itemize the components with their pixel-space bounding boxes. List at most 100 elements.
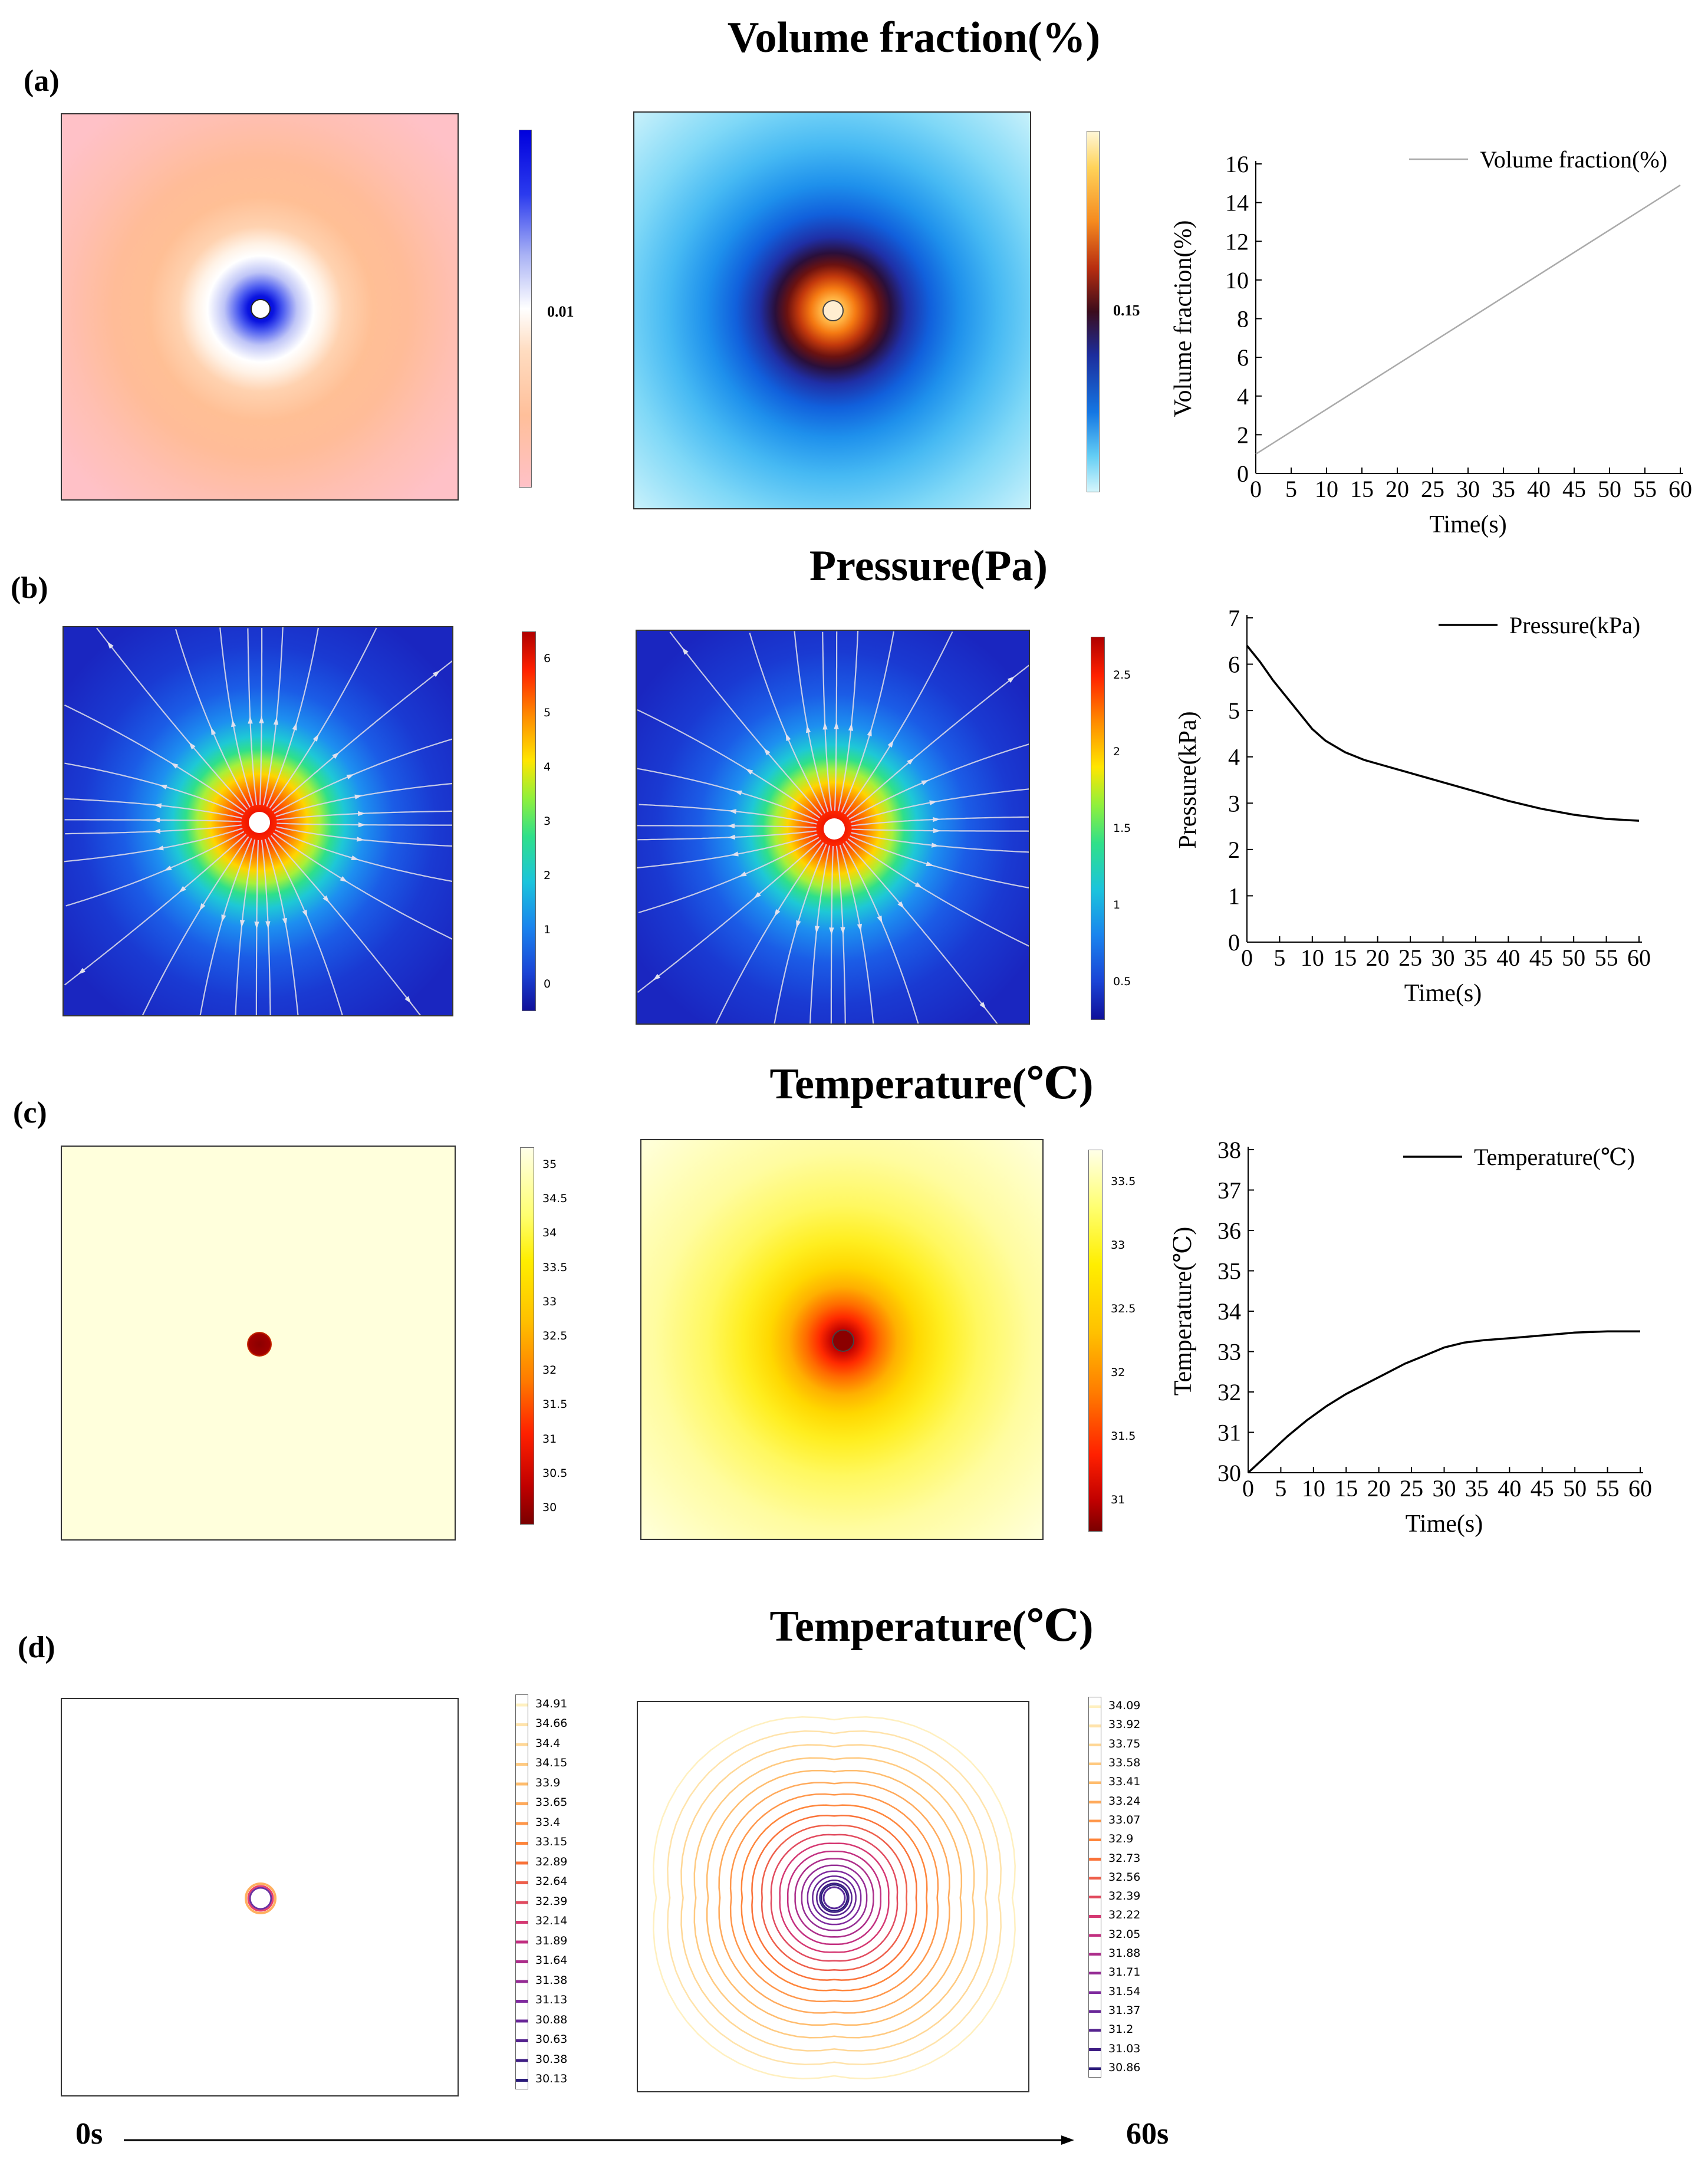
legend-label: 34.66 [535, 1717, 568, 1730]
x-tick-label: 10 [1301, 944, 1324, 971]
legend-label: 32.64 [535, 1875, 568, 1888]
colorbar-tick: 2 [1113, 745, 1121, 758]
streamline-arrow [340, 876, 348, 883]
colorbar-tick: 33.5 [1111, 1175, 1136, 1188]
y-tick-label: 31 [1217, 1420, 1241, 1446]
streamline-arrow [210, 727, 216, 735]
series-line [1246, 645, 1640, 822]
velocity-streamlines [64, 627, 452, 1015]
streamline [64, 828, 243, 863]
legend-label: 32.56 [1108, 1870, 1141, 1884]
legend-label: 32.39 [535, 1894, 568, 1908]
y-tick-label: 6 [1228, 651, 1240, 678]
legend-label: 31.89 [535, 1934, 568, 1947]
heat-source [247, 1332, 272, 1357]
isotherm-contours-60s [653, 1716, 1016, 2079]
y-axis-label: Temperature(℃) [1173, 1227, 1197, 1396]
panel-label-a: (a) [24, 64, 60, 98]
pore-hole [824, 818, 845, 840]
legend-label: 31.71 [1108, 1966, 1141, 1979]
streamline-arrow [153, 828, 160, 834]
streamline-arrow [292, 722, 297, 730]
x-tick-label: 55 [1596, 1475, 1620, 1502]
x-tick-label: 35 [1465, 1475, 1489, 1502]
streamline-arrow [152, 817, 160, 823]
title-temperature-c: Temperature(℃) [769, 1060, 1094, 1108]
streamline [141, 836, 249, 1015]
legend-frame [515, 1694, 528, 2089]
x-tick-label: 30 [1456, 476, 1480, 502]
legend-label: 31.37 [1108, 2003, 1141, 2017]
x-tick-label: 25 [1398, 944, 1422, 971]
streamline [850, 788, 1029, 823]
streamline [715, 842, 824, 1023]
isotherm-line [807, 1870, 862, 1926]
streamline-arrow [867, 728, 872, 737]
legend-label: 34.15 [535, 1756, 568, 1770]
volume-fraction-colorbar-0s [519, 130, 532, 488]
x-tick-label: 0 [1250, 476, 1262, 502]
streamline [850, 835, 1029, 888]
streamline [235, 839, 256, 1015]
streamline-arrow [829, 927, 834, 935]
legend-label: 32.22 [1108, 1908, 1141, 1922]
x-tick-label: 35 [1492, 476, 1515, 502]
streamline [845, 841, 998, 1023]
streamline [64, 705, 246, 812]
streamline [637, 830, 817, 841]
y-tick-label: 0 [1228, 929, 1240, 956]
streamline-arrow [259, 716, 264, 723]
legend-label: 31.54 [1108, 1984, 1141, 1998]
pressure-colorbar-ticks-60s: 2.5 2 1.5 1 0.5 [1113, 637, 1148, 1020]
streamline-arrow [653, 973, 661, 980]
streamline-arrow [358, 822, 366, 828]
colorbar-tick: 32 [542, 1364, 557, 1377]
isotherm-line [729, 1793, 939, 2003]
pore-hole [251, 299, 271, 319]
legend-label: 31.38 [535, 1973, 568, 1987]
streamline-arrow [729, 809, 737, 814]
colorbar-tick: 33 [542, 1295, 557, 1308]
streamline-arrow [745, 768, 753, 775]
colorbar-tick: 5 [544, 706, 551, 719]
streamline [638, 837, 820, 914]
streamline-arrow [840, 927, 845, 935]
colorbar-tick: 33 [1111, 1239, 1125, 1252]
temperature-colorbar-0s [520, 1147, 534, 1525]
legend-label: 34.09 [1108, 1699, 1141, 1713]
colorbar-tick: 30 [542, 1500, 557, 1514]
streamline-arrow [796, 920, 801, 929]
x-tick-label: 45 [1562, 476, 1586, 502]
colorbar-tick: 34.5 [542, 1192, 568, 1206]
streamline-arrow [877, 915, 883, 924]
colorbar-tick: 34 [542, 1226, 557, 1240]
x-tick-label: 55 [1633, 476, 1657, 502]
isotherm-contours-0s [245, 1882, 277, 1914]
streamline [261, 840, 271, 1015]
streamline-arrow [730, 851, 739, 857]
y-tick-label: 30 [1217, 1460, 1241, 1486]
x-axis-label: Time(s) [1406, 1510, 1483, 1538]
streamline [175, 628, 251, 808]
legend-label: 34.91 [535, 1697, 568, 1710]
x-tick-label: 60 [1628, 1475, 1652, 1502]
streamline [64, 762, 243, 816]
legend-label: 32.89 [535, 1855, 568, 1868]
x-tick-label: 0 [1241, 944, 1253, 971]
streamline [846, 664, 1029, 817]
isotherm-map-0s [61, 1698, 459, 2096]
legend-label: 30.86 [1108, 2061, 1141, 2074]
streamline-arrow [931, 842, 939, 848]
streamline-arrow [356, 837, 364, 842]
legend-label: 33.58 [1108, 1756, 1141, 1770]
streamline [639, 804, 817, 825]
streamline-arrow [282, 917, 287, 926]
y-tick-label: 10 [1225, 267, 1249, 294]
isotherm-legend-0s: 34.91 34.66 34.4 34.15 33.9 33.65 33.4 33.15 32.… [515, 1694, 580, 2089]
legend-label: 31.64 [535, 1954, 568, 1967]
colorbar-tick: 0.01 [547, 303, 574, 320]
heat-source [832, 1329, 854, 1352]
colorbar-tick: 35 [542, 1158, 557, 1171]
temperature-colorbar-60s [1088, 1150, 1103, 1532]
legend-label: 31.88 [1108, 1947, 1141, 1960]
